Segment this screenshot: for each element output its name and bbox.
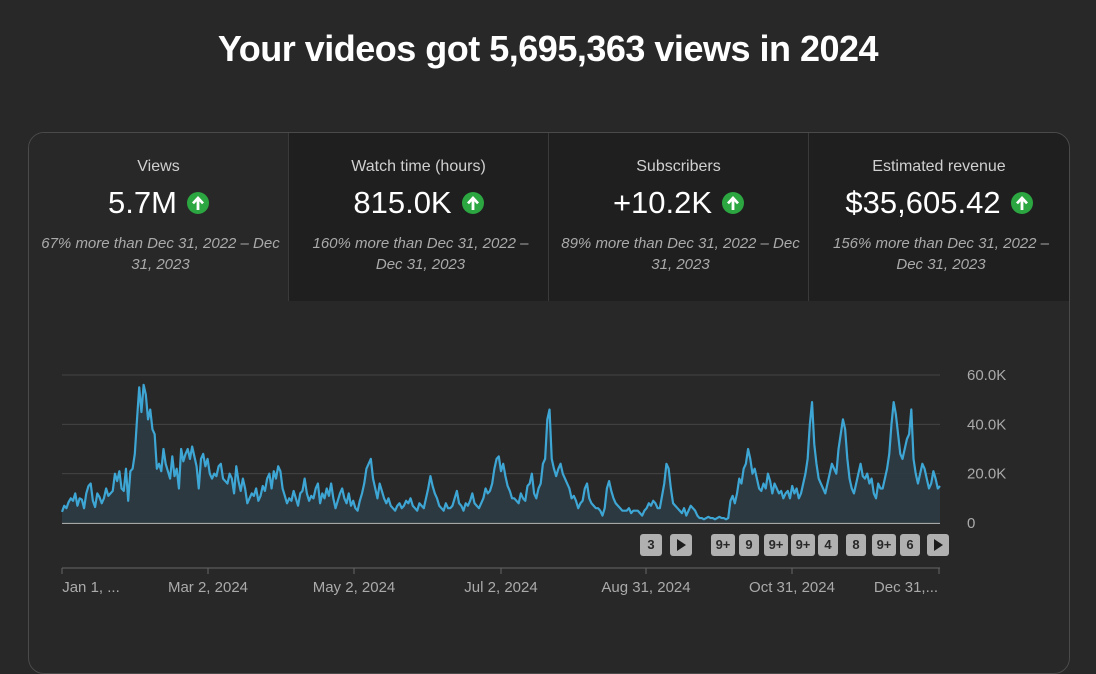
x-tick-label: Aug 31, 2024 <box>601 579 690 596</box>
metric-tab-views[interactable]: Views 5.7M 67% more than Dec 31, 2022 – … <box>29 133 289 301</box>
video-count-badge[interactable]: 9+ <box>791 534 815 556</box>
x-tick-label: Jan 1, ... <box>62 579 120 596</box>
y-tick-label: 20.0K <box>967 466 1006 483</box>
page-title: Your videos got 5,695,363 views in 2024 <box>217 28 879 69</box>
x-tick-label: Jul 2, 2024 <box>464 579 537 596</box>
x-tick-label: Dec 31,... <box>874 579 938 596</box>
metric-value: +10.2K <box>612 185 713 220</box>
metric-comparison-note: 156% more than Dec 31, 2022 – Dec 31, 20… <box>833 235 1049 273</box>
metric-label: Estimated revenue <box>872 158 1006 175</box>
video-count-badge[interactable]: 6 <box>900 534 920 556</box>
analytics-card: Views 5.7M 67% more than Dec 31, 2022 – … <box>28 132 1070 674</box>
video-count-badge[interactable]: 9+ <box>764 534 788 556</box>
metric-comparison-note: 160% more than Dec 31, 2022 – Dec 31, 20… <box>312 235 529 273</box>
video-count-badge[interactable]: 8 <box>846 534 866 556</box>
metric-value: 5.7M <box>108 185 177 220</box>
metric-tab-revenue[interactable]: Estimated revenue $35,605.42 156% more t… <box>809 133 1069 301</box>
x-tick-label: May 2, 2024 <box>313 579 396 596</box>
play-icon[interactable] <box>927 534 949 556</box>
metric-value: $35,605.42 <box>845 185 1001 220</box>
video-count-badge[interactable]: 9 <box>739 534 759 556</box>
metric-label: Watch time (hours) <box>351 158 486 175</box>
x-tick-label: Mar 2, 2024 <box>168 579 248 596</box>
metric-value: 815.0K <box>353 185 452 220</box>
arrow-up-icon <box>1010 192 1033 214</box>
metric-tab-subscribers[interactable]: Subscribers +10.2K 89% more than Dec 31,… <box>549 133 809 301</box>
metric-comparison-note: 89% more than Dec 31, 2022 – Dec 31, 202… <box>561 235 800 273</box>
metric-label: Subscribers <box>636 158 721 175</box>
views-series-line <box>60 383 941 521</box>
play-icon[interactable] <box>670 534 692 556</box>
arrow-up-icon <box>722 192 745 214</box>
x-tick-label: Oct 31, 2024 <box>749 579 835 596</box>
metric-tabs: Views 5.7M 67% more than Dec 31, 2022 – … <box>29 133 1069 301</box>
y-tick-label: 0 <box>967 515 975 532</box>
views-chart-container: 0 20.0K 40.0K 60.0K Jan 1, ... Mar 2, 2024 May… <box>0 0 1096 634</box>
arrow-up-icon <box>186 192 209 214</box>
video-count-badge[interactable]: 9+ <box>711 534 735 556</box>
y-tick-label: 40.0K <box>967 416 1006 433</box>
video-count-badge[interactable]: 3 <box>640 534 662 556</box>
arrow-up-icon <box>461 192 484 214</box>
video-count-badge[interactable]: 4 <box>818 534 838 556</box>
views-chart[interactable]: 0 20.0K 40.0K 60.0K Jan 1, ... Mar 2, 2024 May… <box>0 0 1096 634</box>
metric-comparison-note: 67% more than Dec 31, 2022 – Dec 31, 202… <box>41 235 280 273</box>
y-tick-label: 60.0K <box>967 367 1006 384</box>
metric-tab-watch-time[interactable]: Watch time (hours) 815.0K 160% more than… <box>289 133 549 301</box>
video-count-badge[interactable]: 9+ <box>872 534 896 556</box>
metric-label: Views <box>137 158 180 175</box>
